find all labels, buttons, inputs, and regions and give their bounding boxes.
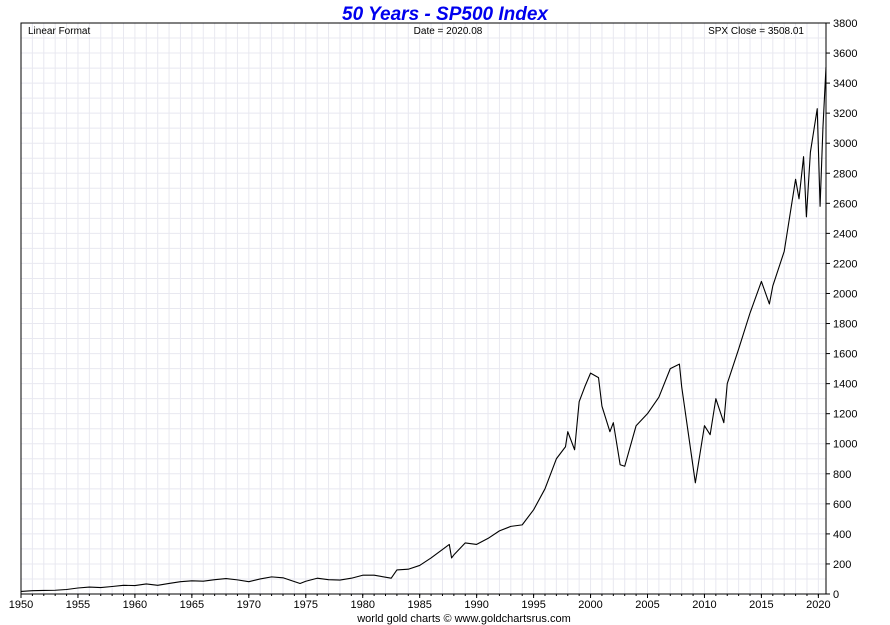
format-label: Linear Format [28,26,90,37]
y-tick-label: 2200 [833,258,857,270]
x-tick-label: 2020 [806,599,830,611]
y-tick-label: 3600 [833,48,857,60]
x-tick-label: 1970 [237,599,261,611]
x-tick-label: 1980 [350,599,374,611]
x-tick-label: 1960 [123,599,147,611]
y-tick-label: 800 [833,469,851,481]
x-tick-label: 1955 [66,599,90,611]
y-tick-label: 2400 [833,228,857,240]
y-tick-label: 400 [833,529,851,541]
x-tick-label: 2000 [578,599,602,611]
plot-border [20,22,827,595]
y-tick-label: 3800 [833,18,857,30]
y-tick-label: 2000 [833,288,857,300]
y-tick-label: 3000 [833,138,857,150]
y-tick-label: 1600 [833,349,857,361]
y-tick-label: 0 [833,589,839,601]
axis-ticks: 1950 1955 1960 1965 1970 1975 1980 1985 1990 1995… [9,18,858,611]
chart-credit: world gold charts © www.goldchartsrus.co… [356,613,571,625]
x-tick-label: 1995 [521,599,545,611]
x-tick-label: 1990 [464,599,488,611]
series-layer [20,66,827,592]
y-tick-label: 1200 [833,409,857,421]
y-tick-label: 2800 [833,168,857,180]
y-tick-label: 1400 [833,379,857,391]
y-tick-label: 2600 [833,198,857,210]
x-tick-label: 2015 [749,599,773,611]
x-tick-label: 1950 [9,599,33,611]
y-tick-label: 1000 [833,439,857,451]
x-tick-label: 2010 [692,599,716,611]
y-tick-label: 600 [833,499,851,511]
x-tick-label: 1965 [180,599,204,611]
x-tick-label: 1985 [407,599,431,611]
date-label: Date = 2020.08 [414,26,483,37]
x-tick-label: 1975 [294,599,318,611]
y-tick-label: 1800 [833,319,857,331]
close-label: SPX Close = 3508.01 [708,26,804,37]
y-tick-label: 3200 [833,108,857,120]
x-tick-label: 2005 [635,599,659,611]
chart-title: 50 Years - SP500 Index [342,4,549,25]
y-tick-label: 3400 [833,78,857,90]
y-tick-label: 200 [833,559,851,571]
series-line [20,66,827,592]
